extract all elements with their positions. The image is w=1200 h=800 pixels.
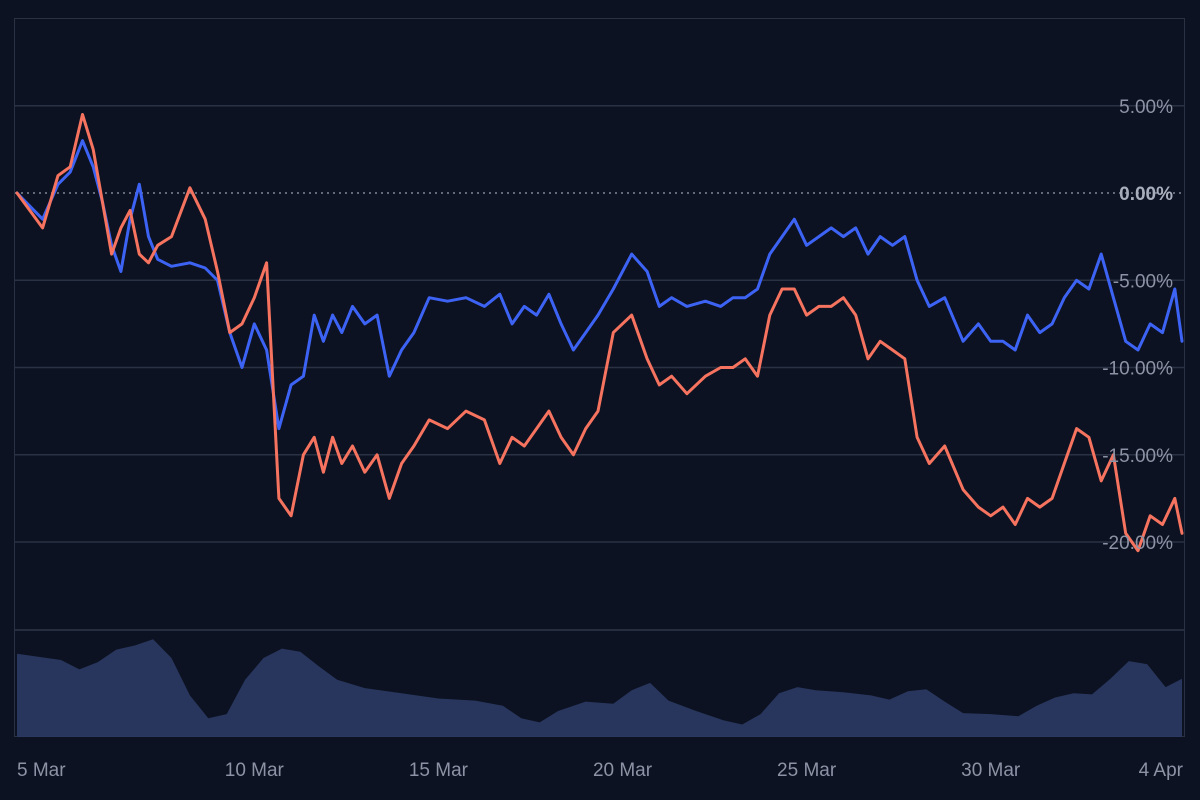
x-tick-label: 10 Mar	[225, 760, 285, 781]
y-tick-label: -10.00%	[1102, 359, 1173, 380]
x-axis: 5 Mar 10 Mar 15 Mar 20 Mar 25 Mar 30 Mar 4 Apr	[17, 760, 1184, 781]
volume-area	[17, 639, 1182, 737]
y-tick-label: 0.00%	[1119, 184, 1173, 205]
y-tick-label: -5.00%	[1113, 271, 1173, 292]
x-tick-label: 20 Mar	[593, 760, 653, 781]
x-tick-label: 5 Mar	[17, 760, 66, 781]
series-line-2	[15, 113, 1184, 553]
volume-panel	[17, 639, 1182, 737]
x-tick-label: 25 Mar	[777, 760, 837, 781]
y-tick-label: -15.00%	[1102, 446, 1173, 467]
plot-border	[14, 18, 1185, 737]
y-tick-label: -20.00%	[1102, 533, 1173, 554]
series-lines	[15, 113, 1184, 553]
series-line-1	[15, 139, 1184, 431]
x-tick-label: 4 Apr	[1139, 760, 1184, 781]
x-tick-label: 30 Mar	[961, 760, 1021, 781]
y-axis: 5.00% 0.00% -5.00% -10.00% -15.00% -20.00%	[1102, 97, 1173, 554]
x-tick-label: 15 Mar	[409, 760, 469, 781]
gridlines	[15, 105, 1184, 543]
y-tick-label: 5.00%	[1119, 97, 1173, 118]
